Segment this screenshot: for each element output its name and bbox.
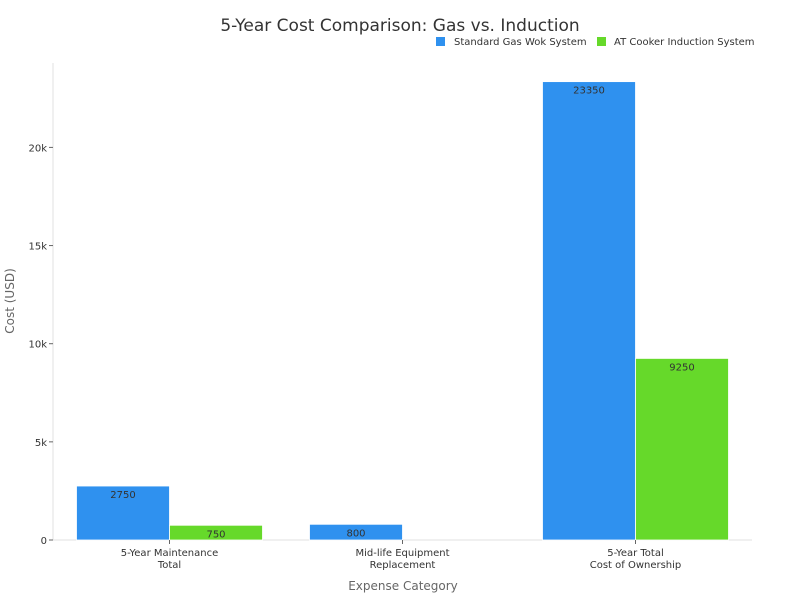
bar-value-label: 2750 bbox=[110, 490, 135, 501]
legend-label-induction: AT Cooker Induction System bbox=[614, 37, 755, 48]
y-tick-label: 0 bbox=[41, 536, 47, 547]
bar-value-label: 9250 bbox=[669, 362, 694, 373]
x-tick-label: 5-Year Maintenance Total bbox=[121, 548, 219, 571]
x-ticks: 5-Year Maintenance Total Mid-life Equipmen… bbox=[121, 540, 682, 571]
y-tick-label: 5k bbox=[35, 438, 47, 449]
data-labels: 2750 750 800 23350 9250 bbox=[110, 86, 694, 541]
gas-bar bbox=[76, 485, 170, 541]
bars bbox=[76, 81, 729, 541]
gas-bar bbox=[309, 523, 403, 541]
y-tick-label: 10k bbox=[28, 340, 47, 351]
legend: Standard Gas Wok System AT Cooker Induct… bbox=[436, 37, 755, 48]
legend-label-gas: Standard Gas Wok System bbox=[454, 37, 587, 48]
y-axis-title: Cost (USD) bbox=[3, 268, 17, 334]
x-tick-label: 5-Year Total Cost of Ownership bbox=[590, 548, 682, 571]
gas-bar bbox=[542, 81, 636, 541]
y-tick-label: 20k bbox=[28, 143, 47, 154]
bar-value-label: 750 bbox=[206, 529, 225, 540]
y-ticks: 0 5k 10k 15k 20k bbox=[28, 143, 53, 547]
legend-swatch-induction bbox=[597, 37, 606, 46]
chart-title: 5-Year Cost Comparison: Gas vs. Inductio… bbox=[220, 16, 579, 36]
bar-value-label: 800 bbox=[346, 528, 365, 539]
x-axis-title: Expense Category bbox=[348, 579, 458, 593]
induction-bar bbox=[169, 524, 263, 541]
legend-swatch-gas bbox=[436, 37, 445, 46]
induction-bar bbox=[635, 358, 729, 541]
bar-value-label: 23350 bbox=[573, 86, 605, 97]
y-tick-label: 15k bbox=[28, 242, 47, 253]
x-tick-label: Mid-life Equipment Replacement bbox=[355, 548, 449, 571]
